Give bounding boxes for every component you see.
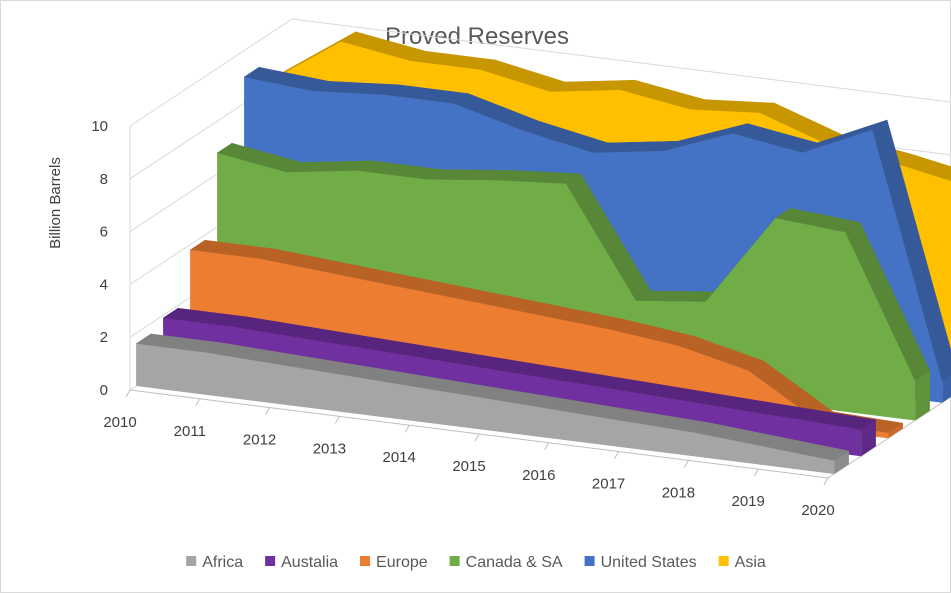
x-tick-label: 2011 xyxy=(174,423,206,440)
y-tick-label: 0 xyxy=(100,382,108,399)
legend-label: Asia xyxy=(735,554,766,571)
legend: Africa Austalia Europe Canada & SA United St… xyxy=(186,554,766,571)
y-tick-label: 4 xyxy=(100,276,108,293)
series-end-cap xyxy=(861,419,876,457)
x-tick-label: 2010 xyxy=(103,414,136,431)
y-axis-ticks: 0 2 4 6 8 10 xyxy=(91,118,108,399)
series-front-face xyxy=(190,250,889,439)
legend-label: Canada & SA xyxy=(466,554,563,571)
x-tick-mark xyxy=(823,477,829,486)
x-tick-mark xyxy=(265,407,271,415)
legend-swatch xyxy=(265,556,276,566)
x-tick-mark xyxy=(195,398,201,407)
legend-label: Austalia xyxy=(281,554,338,571)
x-tick-label: 2020 xyxy=(801,502,834,519)
x-tick-label: 2014 xyxy=(383,449,416,466)
x-tick-label: 2016 xyxy=(522,467,555,484)
legend-item-united-states: United States xyxy=(584,554,697,571)
series-end-cap xyxy=(834,451,849,474)
legend-item-austalia: Austalia xyxy=(265,554,338,571)
y-tick-label: 2 xyxy=(100,329,108,346)
legend-item-canada-sa: Canada & SA xyxy=(449,554,563,571)
legend-item-africa: Africa xyxy=(186,554,243,571)
legend-item-asia: Asia xyxy=(718,554,766,571)
legend-label: Europe xyxy=(376,554,428,571)
x-tick-label: 2015 xyxy=(452,458,485,475)
legend-swatch xyxy=(449,556,460,566)
x-axis-ticks: 2010 2011 2012 2013 2014 2015 2016 2017 2018 2019… xyxy=(103,389,835,519)
x-tick-label: 2018 xyxy=(662,484,695,501)
y-tick-label: 6 xyxy=(100,224,108,241)
series-end-cap xyxy=(942,375,951,403)
legend-label: Africa xyxy=(202,554,243,571)
x-tick-mark xyxy=(614,451,620,459)
legend-swatch xyxy=(360,556,371,566)
legend-label: United States xyxy=(601,554,697,571)
x-tick-label: 2013 xyxy=(313,440,346,457)
x-tick-mark xyxy=(544,442,550,451)
x-tick-mark xyxy=(404,424,410,433)
y-axis-title: Billion Barrels xyxy=(47,157,64,249)
series-end-cap xyxy=(915,371,930,421)
x-tick-mark xyxy=(334,416,340,424)
x-tick-label: 2019 xyxy=(732,493,765,510)
x-tick-label: 2017 xyxy=(592,476,625,493)
x-tick-label: 2012 xyxy=(243,432,276,449)
series-front-face xyxy=(136,343,835,474)
legend-item-europe: Europe xyxy=(360,554,428,571)
legend-swatch xyxy=(186,556,197,566)
x-tick-mark xyxy=(683,460,689,468)
series-end-cap xyxy=(888,423,903,439)
x-tick-mark xyxy=(474,433,480,442)
legend-swatch xyxy=(584,556,595,566)
legend-swatch xyxy=(718,556,729,566)
y-tick-label: 10 xyxy=(91,118,108,135)
series-layer xyxy=(135,31,951,474)
x-tick-mark xyxy=(753,468,759,477)
x-tick-mark xyxy=(125,389,131,398)
series-africa xyxy=(135,333,850,474)
chart-title: Proved Reserves xyxy=(385,23,569,50)
y-tick-label: 8 xyxy=(100,171,108,188)
gridline-10 xyxy=(129,18,951,127)
